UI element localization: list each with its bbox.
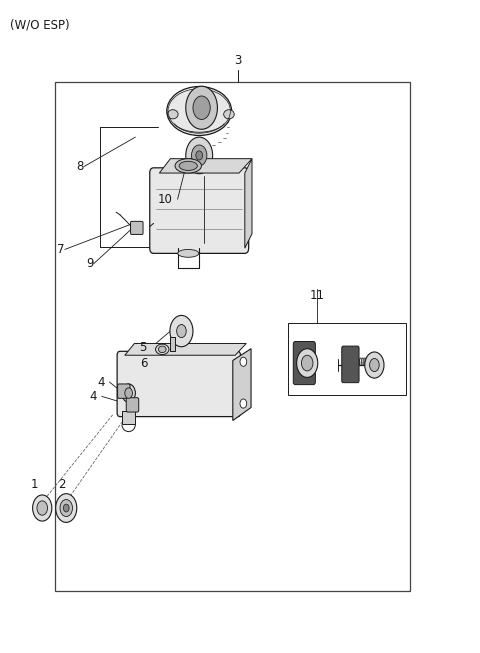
- FancyBboxPatch shape: [126, 398, 139, 412]
- Circle shape: [240, 357, 247, 366]
- Polygon shape: [125, 343, 246, 355]
- Ellipse shape: [168, 110, 178, 119]
- Text: 6: 6: [140, 357, 148, 370]
- Text: (W/O ESP): (W/O ESP): [10, 18, 69, 31]
- Circle shape: [301, 355, 313, 371]
- Text: 3: 3: [234, 54, 241, 67]
- Text: 11: 11: [309, 289, 324, 302]
- FancyBboxPatch shape: [117, 351, 240, 417]
- Text: 4: 4: [89, 390, 97, 403]
- Ellipse shape: [178, 249, 199, 257]
- Bar: [170, 337, 175, 351]
- FancyBboxPatch shape: [118, 384, 130, 398]
- Bar: [55, 82, 410, 591]
- Text: 4: 4: [97, 375, 105, 389]
- Circle shape: [37, 501, 48, 515]
- FancyBboxPatch shape: [131, 221, 143, 234]
- FancyBboxPatch shape: [342, 346, 359, 383]
- Ellipse shape: [179, 161, 197, 170]
- Text: 2: 2: [58, 478, 65, 491]
- Bar: [122, 411, 135, 424]
- Circle shape: [196, 151, 203, 160]
- Ellipse shape: [224, 110, 234, 119]
- Bar: [288, 323, 406, 395]
- Text: 9: 9: [86, 257, 94, 270]
- Ellipse shape: [158, 346, 166, 353]
- Polygon shape: [233, 349, 251, 421]
- Ellipse shape: [175, 159, 202, 173]
- Circle shape: [240, 399, 247, 408]
- Circle shape: [56, 494, 77, 522]
- Circle shape: [297, 349, 318, 377]
- Circle shape: [33, 495, 52, 521]
- Circle shape: [192, 145, 207, 166]
- Circle shape: [193, 96, 210, 119]
- Polygon shape: [120, 401, 248, 413]
- Polygon shape: [245, 159, 252, 248]
- Text: 1: 1: [31, 478, 38, 491]
- Circle shape: [186, 137, 213, 174]
- Ellipse shape: [125, 388, 132, 398]
- Text: 10: 10: [158, 193, 173, 206]
- Circle shape: [60, 500, 72, 517]
- Circle shape: [370, 358, 379, 372]
- Text: 5: 5: [139, 341, 146, 354]
- Circle shape: [177, 325, 186, 338]
- FancyBboxPatch shape: [293, 342, 315, 385]
- Circle shape: [170, 315, 193, 347]
- Circle shape: [186, 86, 217, 129]
- Circle shape: [63, 504, 69, 512]
- Text: 8: 8: [77, 160, 84, 173]
- Ellipse shape: [156, 344, 169, 355]
- Text: 7: 7: [57, 243, 65, 256]
- Circle shape: [365, 352, 384, 378]
- Ellipse shape: [122, 384, 135, 402]
- Ellipse shape: [167, 87, 232, 135]
- Polygon shape: [159, 159, 252, 173]
- FancyBboxPatch shape: [150, 168, 249, 253]
